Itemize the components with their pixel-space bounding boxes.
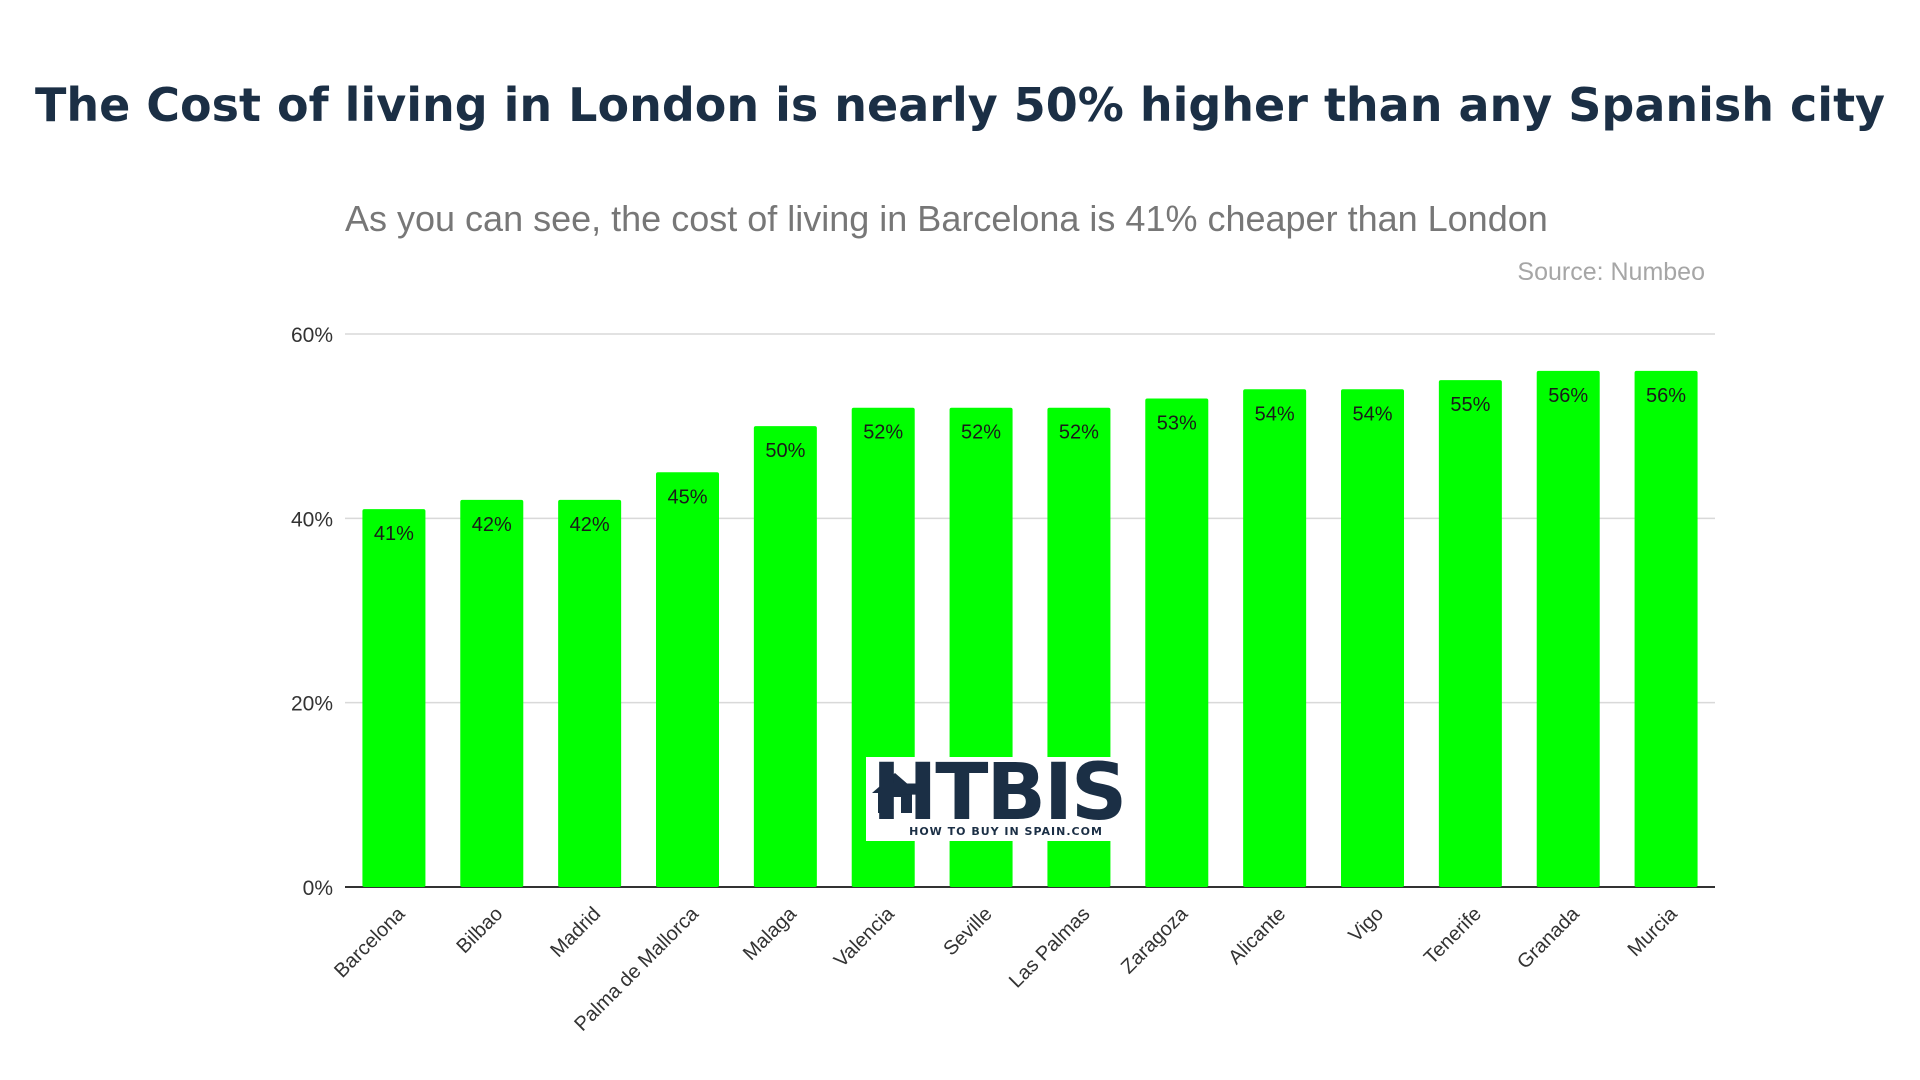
data-label: 56% bbox=[1646, 385, 1686, 407]
bar bbox=[558, 499, 622, 887]
x-tick-label: Alicante bbox=[1224, 903, 1290, 969]
x-tick-label: Murcia bbox=[1624, 902, 1683, 961]
data-label: 42% bbox=[570, 514, 610, 536]
htbis-logo: HTBIS HOW TO BUY IN SPAIN.COM bbox=[866, 751, 1127, 841]
bar bbox=[460, 499, 524, 887]
data-label: 54% bbox=[1352, 403, 1392, 425]
y-tick-label: 40% bbox=[291, 508, 333, 531]
x-tick-label: Seville bbox=[939, 903, 996, 960]
x-tick-label: Zaragoza bbox=[1117, 902, 1193, 978]
y-tick-label: 20% bbox=[291, 693, 333, 716]
x-tick-label: Granada bbox=[1513, 902, 1584, 973]
data-label: 53% bbox=[1157, 413, 1197, 435]
x-tick-label: Valencia bbox=[830, 902, 899, 971]
x-tick-label: Madrid bbox=[546, 903, 605, 962]
x-tick-label: Barcelona bbox=[330, 902, 410, 982]
data-label: 54% bbox=[1255, 403, 1295, 425]
data-label: 45% bbox=[667, 486, 707, 508]
bar bbox=[1145, 398, 1209, 887]
bar bbox=[1634, 370, 1698, 887]
x-tick-label: Malaga bbox=[739, 902, 802, 965]
bar bbox=[1438, 380, 1502, 887]
logo-wordmark: HTBIS bbox=[872, 748, 1127, 838]
bar bbox=[753, 426, 817, 887]
data-label: 55% bbox=[1450, 394, 1490, 416]
chart-source: Source: Numbeo bbox=[1517, 258, 1705, 286]
logo-tagline: HOW TO BUY IN SPAIN.COM bbox=[909, 825, 1103, 838]
y-tick-label: 60% bbox=[291, 324, 333, 347]
data-label: 41% bbox=[374, 523, 414, 545]
page-headline: The Cost of living in London is nearly 5… bbox=[34, 78, 1886, 132]
x-tick-label: Las Palmas bbox=[1005, 903, 1094, 992]
x-tick-label: Bilbao bbox=[452, 903, 507, 958]
house-icon bbox=[872, 773, 918, 813]
bar bbox=[1341, 389, 1404, 887]
data-label: 52% bbox=[961, 422, 1001, 444]
data-label: 52% bbox=[1059, 422, 1099, 444]
y-tick-label: 0% bbox=[303, 877, 333, 900]
data-label: 50% bbox=[765, 440, 805, 462]
bar bbox=[1243, 389, 1307, 887]
x-tick-label: Tenerife bbox=[1420, 903, 1486, 969]
chart-title: As you can see, the cost of living in Ba… bbox=[345, 198, 1548, 239]
data-label: 52% bbox=[863, 422, 903, 444]
data-label: 56% bbox=[1548, 385, 1588, 407]
bar bbox=[656, 472, 719, 887]
data-label: 42% bbox=[472, 514, 512, 536]
bar bbox=[1536, 370, 1600, 887]
x-tick-label: Vigo bbox=[1344, 903, 1388, 947]
bar bbox=[362, 509, 426, 887]
